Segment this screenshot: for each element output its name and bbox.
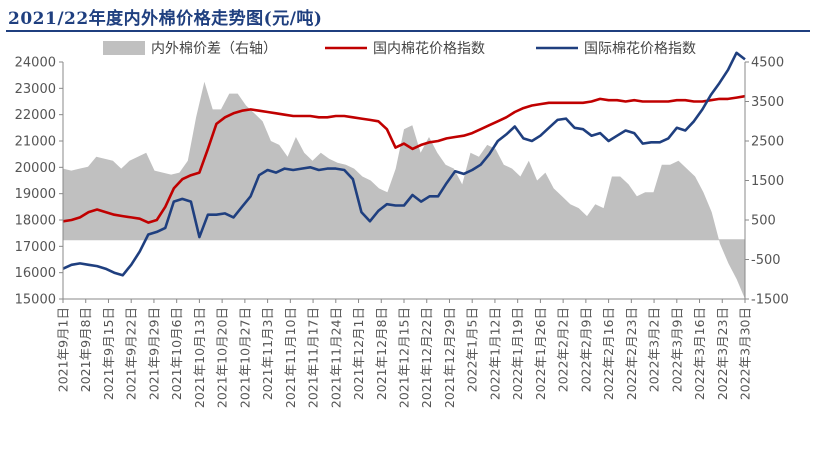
left-axis-tick-label: 23000 xyxy=(15,82,56,97)
x-axis-tick-label: 2022年1月19日 xyxy=(510,307,525,400)
x-axis-tick-label: 2021年10月13日 xyxy=(192,307,207,408)
x-axis-tick-label: 2021年11月24日 xyxy=(328,307,343,408)
left-axis-tick-label: 15000 xyxy=(15,293,56,308)
right-axis-tick-label: 500 xyxy=(751,214,776,229)
x-axis-tick-label: 2021年11月10日 xyxy=(283,307,298,408)
x-axis-tick-label: 2021年10月20日 xyxy=(215,307,230,408)
left-axis-tick-label: 18000 xyxy=(15,214,56,229)
left-axis-tick-label: 21000 xyxy=(15,135,56,150)
legend-item-international-label: 国际棉花价格指数 xyxy=(584,40,696,57)
x-axis-tick-label: 2021年9月1日 xyxy=(56,307,71,392)
right-axis-tick-label: 1500 xyxy=(751,174,784,189)
x-axis-tick-label: 2021年11月17日 xyxy=(306,307,321,408)
right-axis-tick-label: -500 xyxy=(751,253,781,268)
left-axis-tick-label: 16000 xyxy=(15,266,56,281)
left-axis-tick-label: 24000 xyxy=(15,56,56,71)
x-axis-tick-label: 2022年3月9日 xyxy=(669,307,684,392)
x-axis-tick-label: 2022年3月16日 xyxy=(692,307,707,400)
legend-item-spread-label: 内外棉价差（右轴） xyxy=(151,40,277,57)
left-axis-tick-label: 22000 xyxy=(15,108,56,123)
left-axis-tick-label: 19000 xyxy=(15,187,56,202)
right-axis-tick-label: 2500 xyxy=(751,135,784,150)
x-axis-tick-label: 2022年1月5日 xyxy=(465,307,480,392)
x-axis-tick-label: 2021年10月6日 xyxy=(169,307,184,400)
x-axis-tick-label: 2022年2月2日 xyxy=(556,307,571,392)
x-axis-tick-label: 2022年2月16日 xyxy=(601,307,616,400)
x-axis-tick-label: 2021年10月27日 xyxy=(237,307,252,408)
series-spread-area xyxy=(63,81,745,299)
x-axis-tick-label: 2021年9月15日 xyxy=(101,307,116,400)
legend-item-domestic-label: 国内棉花价格指数 xyxy=(373,40,485,57)
x-axis-tick-label: 2022年3月2日 xyxy=(647,307,662,392)
x-axis-tick-label: 2021年9月29日 xyxy=(146,307,161,400)
x-axis-tick-label: 2021年12月15日 xyxy=(397,307,412,408)
axes-layer: 15000 16000 17000 18000 19000 20000 21000 22000… xyxy=(15,56,789,409)
price-lines-layer xyxy=(62,51,746,277)
x-axis-tick-label: 2021年12月8日 xyxy=(374,307,389,400)
series-domestic-line xyxy=(62,94,746,224)
right-axis-tick-label: 3500 xyxy=(751,95,784,110)
left-axis-tick-label: 20000 xyxy=(15,161,56,176)
series-international-line xyxy=(62,51,746,277)
x-axis-tick-label: 2022年2月9日 xyxy=(578,307,593,392)
x-axis-tick-label: 2022年1月12日 xyxy=(487,307,502,400)
x-axis-tick-label: 2022年3月30日 xyxy=(738,307,753,400)
x-axis-tick-label: 2021年9月22日 xyxy=(124,307,139,400)
spread-area-layer xyxy=(63,81,745,299)
right-axis-tick-label: 4500 xyxy=(751,56,784,71)
chart-title: 2021/22年度内外棉价格走势图(元/吨) xyxy=(8,9,323,29)
title-underline xyxy=(6,30,810,32)
x-axis-tick-label: 2021年11月3日 xyxy=(260,307,275,400)
x-axis-tick-label: 2021年9月8日 xyxy=(78,307,93,392)
legend: 内外棉价差（右轴） 国内棉花价格指数 国际棉花价格指数 xyxy=(103,40,696,57)
x-axis-tick-label: 2021年12月29日 xyxy=(442,307,457,408)
x-axis-tick-label: 2021年12月22日 xyxy=(419,307,434,408)
legend-item-spread-swatch xyxy=(103,41,145,55)
x-axis-tick-label: 2022年2月23日 xyxy=(624,307,639,400)
x-axis-tick-label: 2021年12月1日 xyxy=(351,307,366,400)
right-axis-tick-label: -1500 xyxy=(751,293,789,308)
x-axis-tick-label: 2022年1月26日 xyxy=(533,307,548,400)
x-axis-tick-label: 2022年3月23日 xyxy=(715,307,730,400)
left-axis-tick-label: 17000 xyxy=(15,240,56,255)
